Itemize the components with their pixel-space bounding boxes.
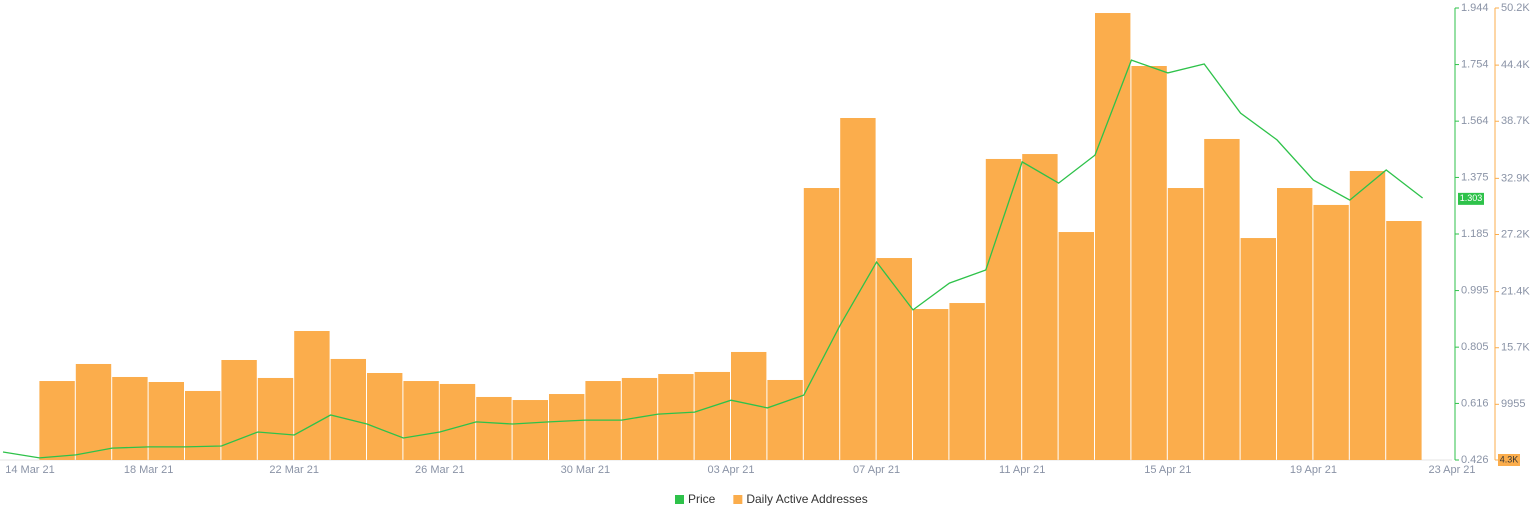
y2-tick-label: 21.4K [1501,286,1530,298]
bar [403,381,439,460]
bar [1058,232,1094,460]
bar [949,303,985,460]
bar [803,188,840,460]
bar [840,117,876,460]
bar [985,158,1022,460]
y2-tick-label: 15.7K [1501,342,1530,354]
bar [294,330,330,460]
bar [1022,154,1058,461]
bar [1349,170,1386,461]
x-tick-label: 07 Apr 21 [853,464,900,476]
bar [476,396,512,460]
x-tick-label: 18 Mar 21 [124,464,174,476]
bar [512,400,548,460]
y-tick-label: 1.944 [1461,2,1489,14]
bar [257,377,294,460]
legend-swatch [675,495,684,504]
x-tick-label: 11 Apr 21 [999,464,1045,476]
legend-label: Daily Active Addresses [746,492,867,506]
bar [767,379,803,460]
bar [1386,221,1422,460]
x-tick-label: 23 Apr 21 [1428,464,1475,476]
y-tick-label: 1.185 [1461,228,1489,240]
bar [148,382,184,460]
legend-swatch [733,495,743,504]
last-price-badge [1458,192,1484,205]
bar [1131,66,1167,460]
bar [1204,138,1240,460]
x-tick-label: 30 Mar 21 [561,464,611,476]
bar [367,372,403,460]
y-tick-label: 0.616 [1461,397,1489,409]
y2-tick-label: 4.3K [1500,454,1519,464]
bar [330,358,366,460]
bar [549,394,585,460]
bar [1240,238,1276,460]
bar [439,383,476,460]
y2-tick-label: 38.7K [1501,115,1530,127]
legend-label: Price [688,492,716,506]
y-tick-label: 1.754 [1461,58,1489,70]
x-tick-label: 26 Mar 21 [415,464,465,476]
bar [75,363,112,460]
y-tick-label: 1.564 [1461,115,1489,127]
x-tick-label: 19 Apr 21 [1290,464,1337,476]
bar [1167,188,1204,460]
bar [112,376,148,460]
bar [185,390,221,460]
y-tick-label: 1.375 [1461,171,1489,183]
x-tick-label: 14 Mar 21 [5,464,55,476]
x-tick-label: 22 Mar 21 [269,464,319,476]
y-tick-label: 0.995 [1461,284,1489,296]
x-tick-label: 03 Apr 21 [707,464,754,476]
y2-min-badge [1498,454,1520,466]
last-price-label: 1.303 [1460,193,1483,203]
bar [913,309,949,460]
y2-tick-label: 50.2K [1501,2,1530,14]
y2-tick-label: 32.9K [1501,172,1530,184]
bar [1095,13,1131,461]
bar [658,374,694,460]
y-tick-label: 0.805 [1461,341,1489,353]
y2-tick-label: 9955 [1501,398,1525,410]
price-line [2,59,1423,459]
bar [221,359,257,460]
bar [1277,188,1313,460]
bar [876,258,912,460]
y2-tick-label: 44.4K [1501,59,1530,71]
bar [1313,204,1349,460]
y2-tick-label: 27.2K [1501,228,1530,240]
bar [39,381,75,460]
x-tick-label: 15 Apr 21 [1144,464,1191,476]
y-tick-label: 0.426 [1461,454,1489,466]
bar [694,371,730,460]
